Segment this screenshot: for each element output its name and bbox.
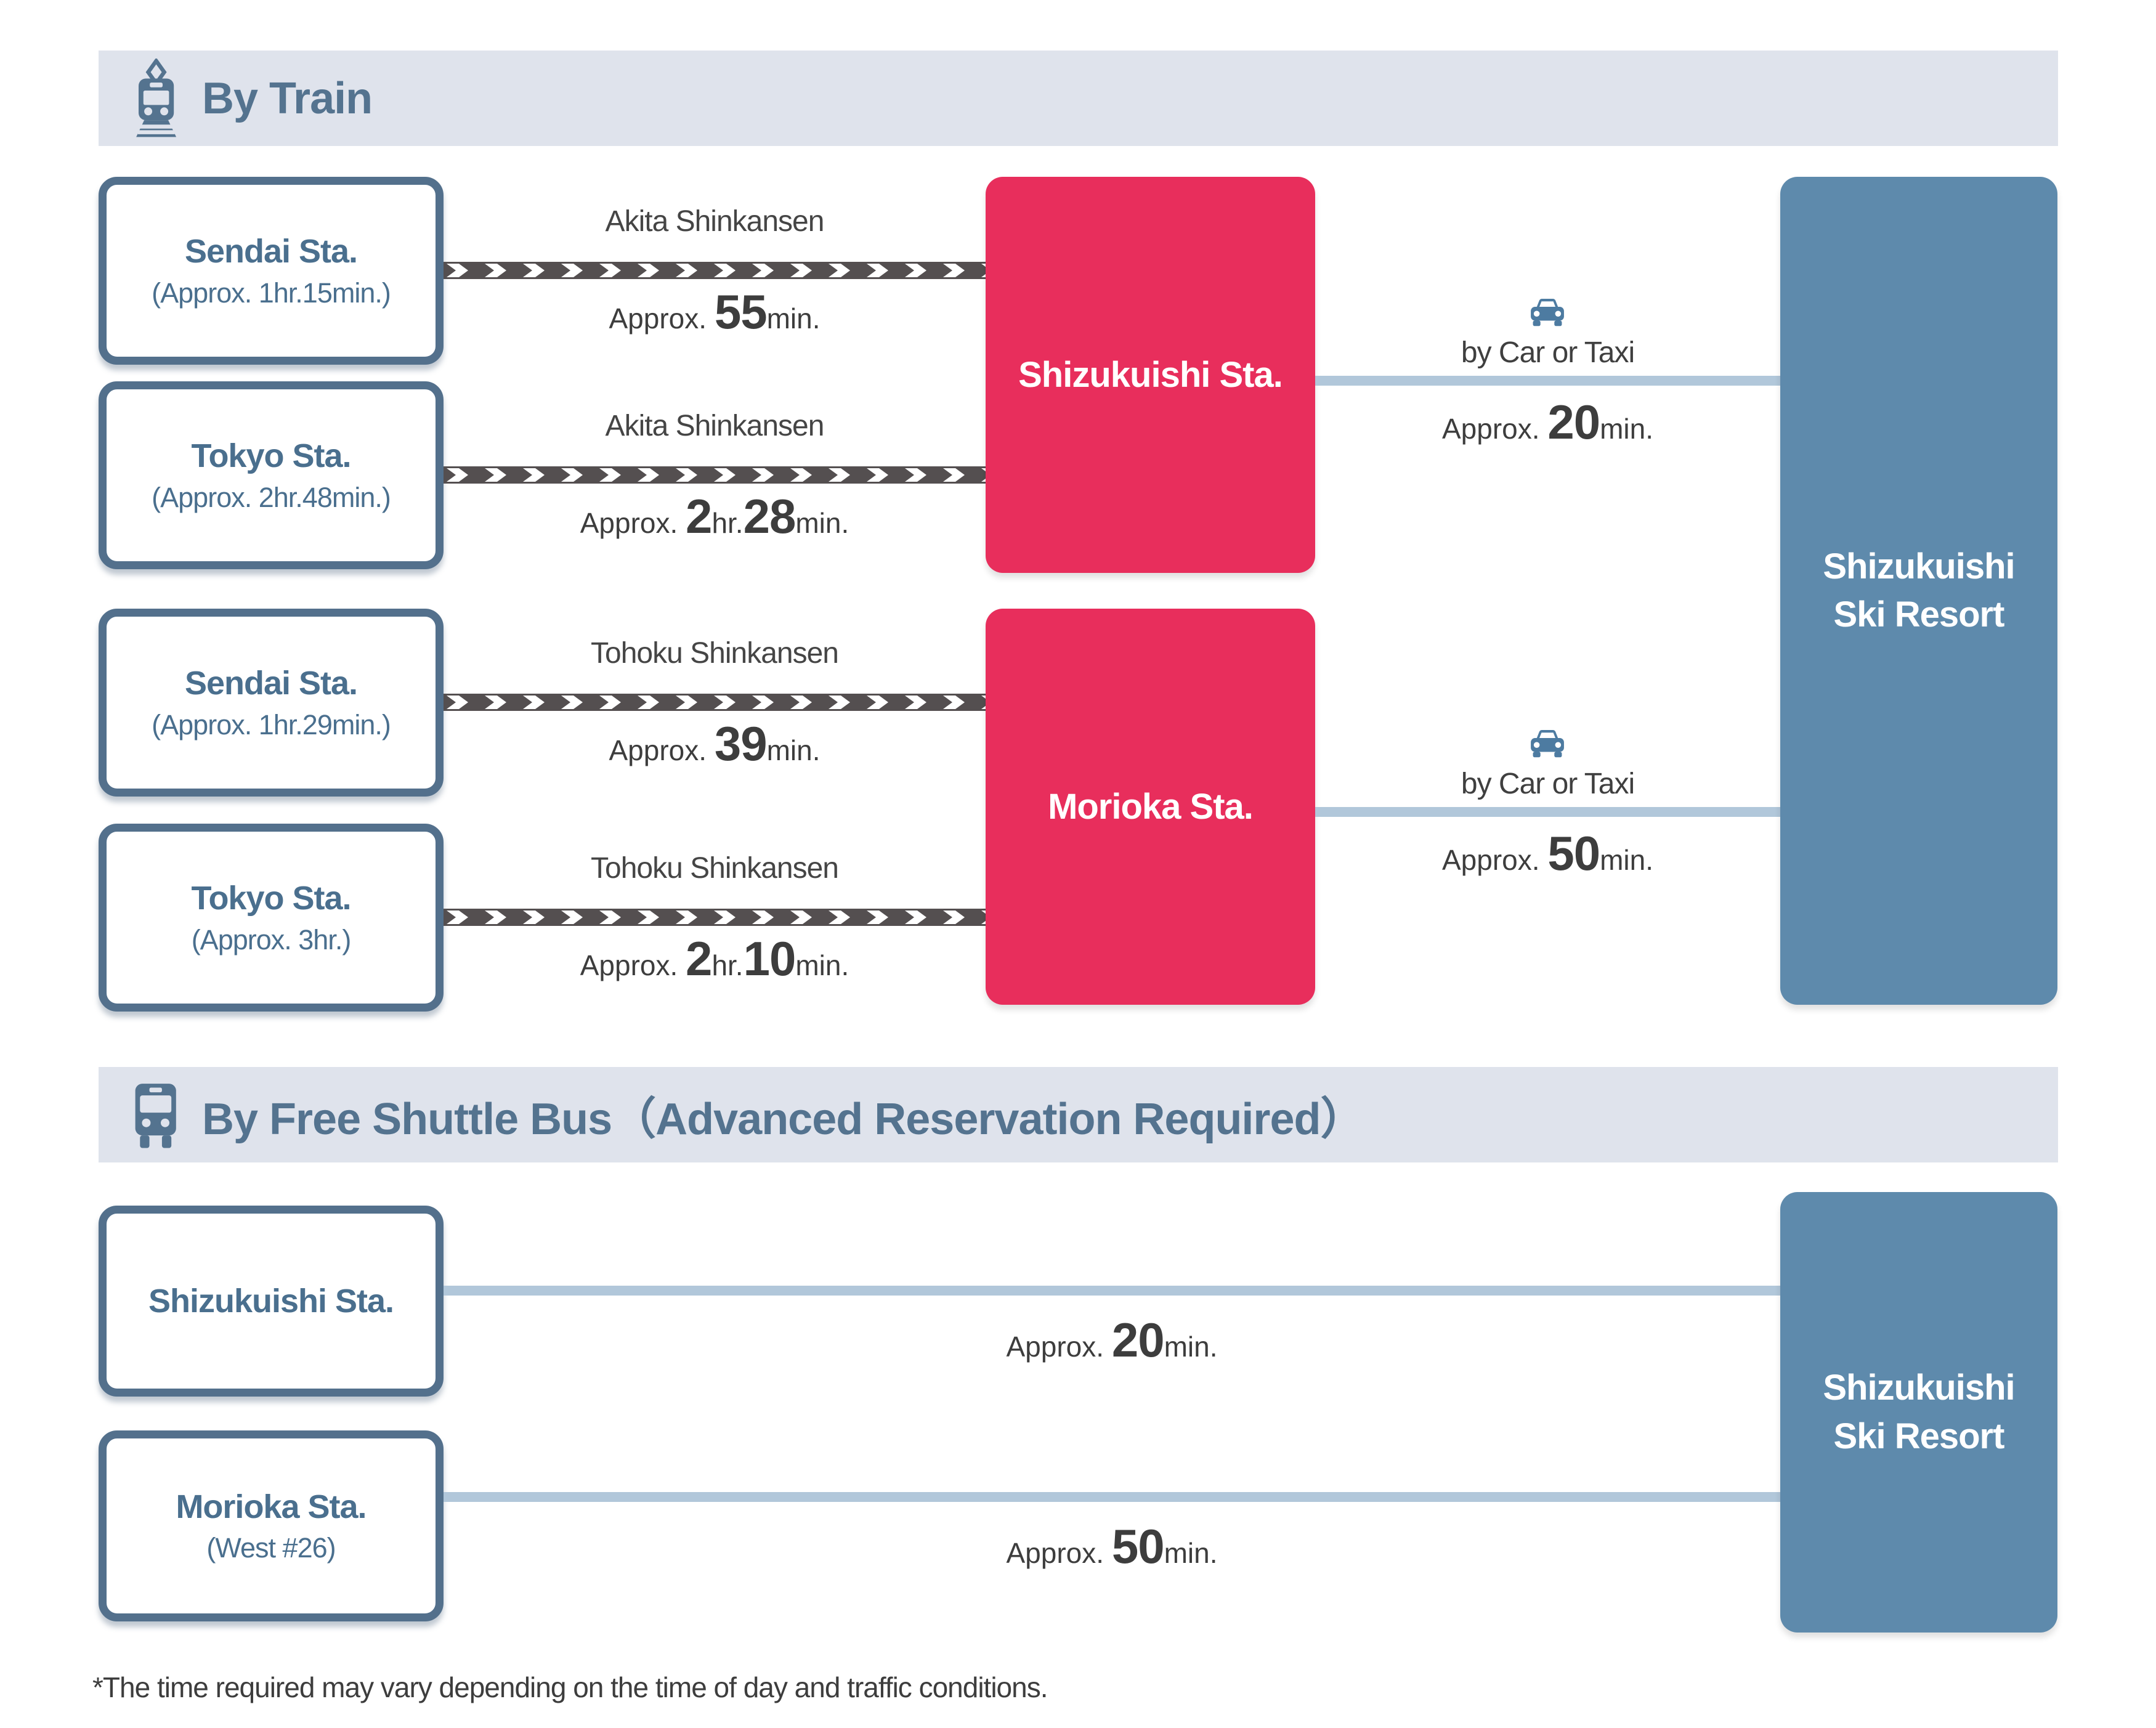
resort-name-line2: Ski Resort xyxy=(1833,1416,2005,1456)
rail-time: Approx. 55 min. xyxy=(609,285,821,339)
resort-name-line2: Ski Resort xyxy=(1833,594,2005,635)
footnote: *The time required may vary depending on… xyxy=(92,1671,1048,1703)
origin-box-tokyo-2: Tokyo Sta. (Approx. 3hr.) xyxy=(99,824,444,1012)
rail-time: Approx. 2 hr. 10 min. xyxy=(580,931,849,986)
bus-connector-line xyxy=(444,1286,1780,1296)
rail-line-label: Akita Shinkansen xyxy=(605,205,825,238)
hub-name: Shizukuishi Sta. xyxy=(1018,355,1283,395)
resort-box-train: Shizukuishi Ski Resort xyxy=(1780,177,2057,1005)
section-header-train: By Train xyxy=(99,51,2058,146)
origin-note: (Approx. 3hr.) xyxy=(191,923,352,955)
hub-name: Morioka Sta. xyxy=(1048,787,1254,827)
car-time: Approx. 20 min. xyxy=(1442,395,1653,449)
resort-name-line1: Shizukuishi xyxy=(1823,1368,2015,1408)
car-connector-line xyxy=(1315,376,1780,386)
resort-name-line1: Shizukuishi xyxy=(1823,546,2015,586)
rail-line-label: Tohoku Shinkansen xyxy=(591,851,839,885)
rail-arrow-line xyxy=(444,262,986,279)
origin-note: (Approx. 2hr.48min.) xyxy=(152,481,391,513)
car-connector-line xyxy=(1315,807,1780,817)
resort-box-bus: Shizukuishi Ski Resort xyxy=(1780,1192,2057,1633)
rail-time: Approx. 39 min. xyxy=(609,716,821,771)
origin-name: Tokyo Sta. xyxy=(191,880,351,917)
stop-box-morioka-sta: Morioka Sta. (West #26) xyxy=(99,1430,444,1621)
bus-icon xyxy=(131,1073,180,1156)
section-header-bus: By Free Shuttle Bus（Advanced Reservation… xyxy=(99,1067,2058,1162)
bus-time: Approx. 20 min. xyxy=(1006,1313,1218,1367)
stop-note: (West #26) xyxy=(206,1532,336,1564)
hub-box-morioka-sta: Morioka Sta. xyxy=(986,609,1315,1005)
rail-time: Approx. 2 hr. 28 min. xyxy=(580,489,849,543)
origin-name: Sendai Sta. xyxy=(184,665,358,702)
car-taxi-label: by Car or Taxi xyxy=(1461,767,1635,800)
rail-line-label: Akita Shinkansen xyxy=(605,409,825,442)
stop-name: Shizukuishi Sta. xyxy=(148,1282,394,1320)
rail-line-label: Tohoku Shinkansen xyxy=(591,636,839,670)
origin-box-sendai-2: Sendai Sta. (Approx. 1hr.29min.) xyxy=(99,609,444,797)
origin-note: (Approx. 1hr.29min.) xyxy=(152,708,391,740)
origin-name: Sendai Sta. xyxy=(184,233,358,270)
rail-arrow-line xyxy=(444,694,986,711)
stop-name: Morioka Sta. xyxy=(176,1488,367,1525)
stop-box-shizukuishi-sta: Shizukuishi Sta. xyxy=(99,1206,444,1397)
origin-box-sendai-1: Sendai Sta. (Approx. 1hr.15min.) xyxy=(99,177,444,365)
train-icon xyxy=(131,57,182,140)
rail-arrow-line xyxy=(444,466,986,484)
bus-time: Approx. 50 min. xyxy=(1006,1519,1218,1573)
section-title-train: By Train xyxy=(202,73,373,123)
origin-name: Tokyo Sta. xyxy=(191,437,351,475)
car-icon xyxy=(1527,294,1568,330)
hub-box-shizukuishi-sta: Shizukuishi Sta. xyxy=(986,177,1315,573)
section-title-bus: By Free Shuttle Bus（Advanced Reservation… xyxy=(202,1095,1364,1144)
car-taxi-label: by Car or Taxi xyxy=(1461,336,1635,369)
rail-arrow-line xyxy=(444,909,986,926)
bus-connector-line xyxy=(444,1492,1780,1502)
car-time: Approx. 50 min. xyxy=(1442,826,1653,880)
origin-box-tokyo-1: Tokyo Sta. (Approx. 2hr.48min.) xyxy=(99,381,444,569)
car-icon xyxy=(1527,726,1568,761)
origin-note: (Approx. 1hr.15min.) xyxy=(152,277,391,309)
